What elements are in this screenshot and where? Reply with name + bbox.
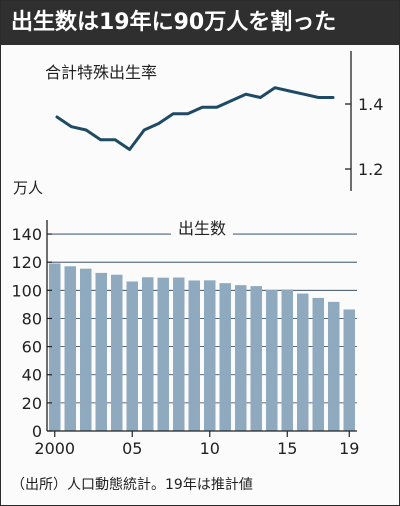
source-note: （出所）人口動態統計。19年は推計値	[11, 477, 253, 493]
births-bar	[173, 277, 185, 431]
births-bar	[312, 297, 324, 431]
births-bar	[219, 283, 231, 431]
births-bar	[95, 272, 107, 431]
fertility-rate-tick-label: 1.2	[358, 160, 383, 179]
births-bar	[250, 286, 262, 431]
births-bar	[64, 266, 76, 431]
births-y-tick-label: 120	[11, 253, 42, 272]
births-bar	[142, 277, 154, 431]
births-bar	[328, 301, 340, 431]
births-bar	[126, 281, 138, 431]
births-y-tick-label: 140	[11, 225, 42, 244]
births-bar	[343, 309, 355, 431]
births-bar	[157, 277, 169, 431]
births-x-tick-label: 15	[277, 439, 297, 458]
births-y-tick-label: 0	[32, 422, 42, 441]
births-unit-label: 万人	[13, 179, 43, 197]
births-bar	[111, 274, 123, 431]
headline-bar: 出生数は19年に90万人を割った	[1, 1, 399, 45]
fertility-rate-tick-label: 1.4	[358, 95, 383, 114]
births-bar	[235, 285, 247, 431]
births-x-tick-label: 2000	[34, 439, 75, 458]
births-y-tick-label: 20	[22, 394, 42, 413]
births-bar	[281, 289, 293, 431]
headline: 出生数は19年に90万人を割った	[11, 10, 337, 35]
births-y-tick-label: 80	[22, 309, 42, 328]
births-bar	[297, 293, 309, 431]
fertility-rate-title: 合計特殊出生率	[45, 63, 157, 82]
births-bar	[188, 280, 200, 431]
births-y-tick-label: 60	[22, 338, 42, 357]
births-x-tick-label: 10	[200, 439, 220, 458]
fertility-rate-panel: 合計特殊出生率 1.4 1.2	[45, 51, 383, 191]
births-x-tick-label: 19	[339, 439, 359, 458]
births-y-tick-label: 40	[22, 366, 42, 385]
births-title-background	[171, 215, 233, 241]
births-y-tick-label: 100	[11, 281, 42, 300]
births-panel: 万人 140 120 100 80 60 40 20 0 2000 05 10 15 19 出生数	[11, 179, 359, 458]
fertility-rate-line	[55, 86, 335, 151]
births-bar	[204, 280, 216, 431]
births-x-tick-label: 05	[122, 439, 142, 458]
births-bar	[266, 289, 278, 431]
births-bar	[80, 268, 92, 431]
births-title: 出生数	[178, 219, 226, 238]
births-bar	[49, 263, 61, 431]
